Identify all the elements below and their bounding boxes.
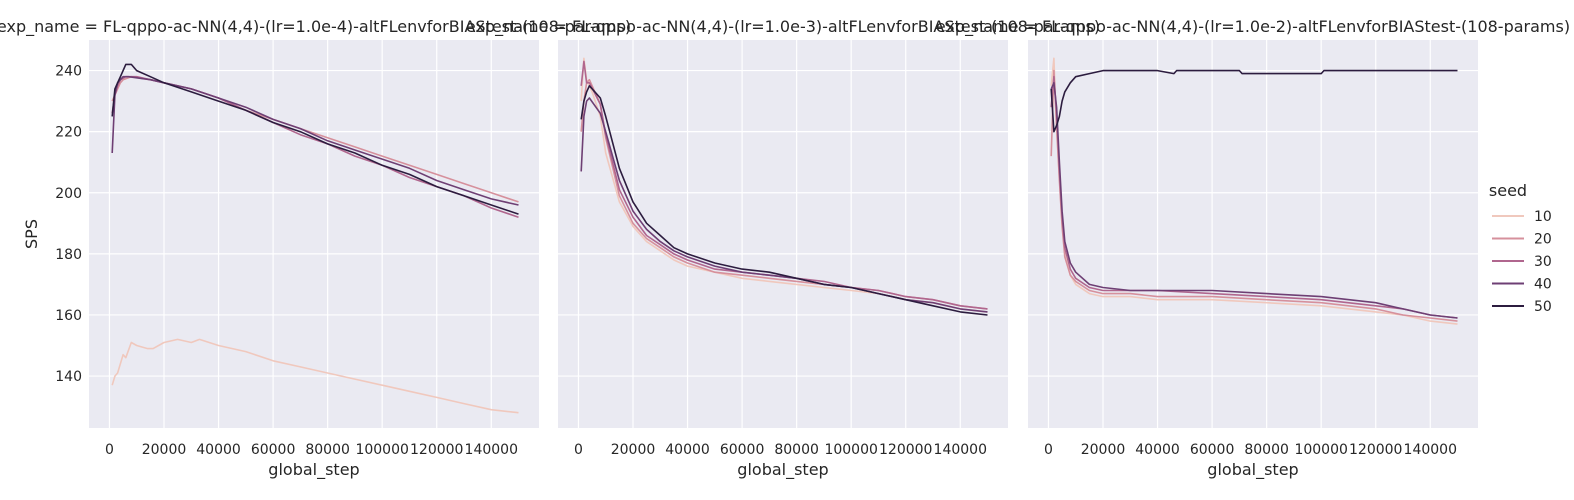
panel-1: 0 20000 40000 60000 80000 100000 120000 140000 1… (0, 17, 631, 480)
x-tick-label: 120000 (1349, 442, 1402, 458)
x-tick-label: 120000 (879, 442, 932, 458)
x-tick-label: 140000 (465, 442, 518, 458)
x-tick-label: 80000 (774, 442, 819, 458)
plot-area (1028, 40, 1478, 428)
legend-label-30: 30 (1534, 254, 1552, 270)
x-tick-label: 100000 (1294, 442, 1347, 458)
series-line-seed-30 (580, 60, 988, 310)
y-axis-label: SPS (22, 219, 41, 249)
x-tick-label: 20000 (1081, 442, 1126, 458)
x-tick-label: 80000 (305, 442, 350, 458)
x-axis-label: global_step (1207, 460, 1298, 480)
x-tick-label: 140000 (1404, 442, 1457, 458)
legend-label-40: 40 (1534, 277, 1552, 293)
y-tick-label: 160 (55, 308, 82, 324)
series-line-seed-50 (580, 85, 988, 316)
y-tick-label: 240 (55, 64, 82, 80)
series-line-seed-10 (111, 338, 519, 414)
panel-2: 0 20000 40000 60000 80000 100000 120000 140000g… (466, 17, 1100, 480)
x-tick-label: 0 (1044, 442, 1053, 458)
y-tick-label: 180 (55, 247, 82, 263)
legend-entries: 10 20 30 40 50 (1492, 209, 1552, 315)
x-tick-label: 40000 (665, 442, 710, 458)
legend: seed 10 20 30 40 50 (1489, 181, 1552, 315)
legend-label-20: 20 (1534, 232, 1552, 248)
panel-title: exp_name = FL-qppo-ac-NN(4,4)-(lr=1.0e-3… (466, 17, 1100, 37)
plot-area (558, 40, 1008, 428)
series-line-seed-40 (1050, 82, 1458, 319)
panel-title: exp_name = FL-qppo-ac-NN(4,4)-(lr=1.0e-2… (936, 17, 1570, 37)
series-line-seed-50 (111, 63, 519, 215)
x-tick-label: 100000 (824, 442, 877, 458)
x-tick-label: 80000 (1244, 442, 1289, 458)
y-tick-label: 200 (55, 186, 82, 202)
x-tick-label: 140000 (934, 442, 987, 458)
y-tick-label: 140 (55, 369, 82, 385)
x-tick-label: 0 (105, 442, 114, 458)
y-tick-label: 220 (55, 125, 82, 141)
legend-label-10: 10 (1534, 209, 1552, 225)
x-axis-label: global_step (268, 460, 359, 480)
series-line-seed-50 (1050, 69, 1458, 133)
x-tick-label: 40000 (1135, 442, 1180, 458)
series-line-seed-40 (111, 75, 519, 206)
x-tick-label: 0 (574, 442, 583, 458)
x-tick-label: 60000 (251, 442, 296, 458)
x-tick-label: 120000 (410, 442, 463, 458)
x-axis-label: global_step (737, 460, 828, 480)
x-tick-label: 100000 (355, 442, 408, 458)
panels-layer: 0 20000 40000 60000 80000 100000 120000 1400001… (0, 17, 1570, 480)
x-tick-label: 20000 (142, 442, 187, 458)
legend-label-50: 50 (1534, 299, 1552, 315)
x-tick-label: 60000 (1190, 442, 1235, 458)
x-tick-label: 60000 (720, 442, 765, 458)
panel-title: exp_name = FL-qppo-ac-NN(4,4)-(lr=1.0e-4… (0, 17, 631, 37)
legend-title: seed (1489, 181, 1527, 200)
x-tick-label: 40000 (196, 442, 241, 458)
x-tick-label: 20000 (611, 442, 656, 458)
panel-3: 0 20000 40000 60000 80000 100000 120000 140000g… (936, 17, 1570, 480)
